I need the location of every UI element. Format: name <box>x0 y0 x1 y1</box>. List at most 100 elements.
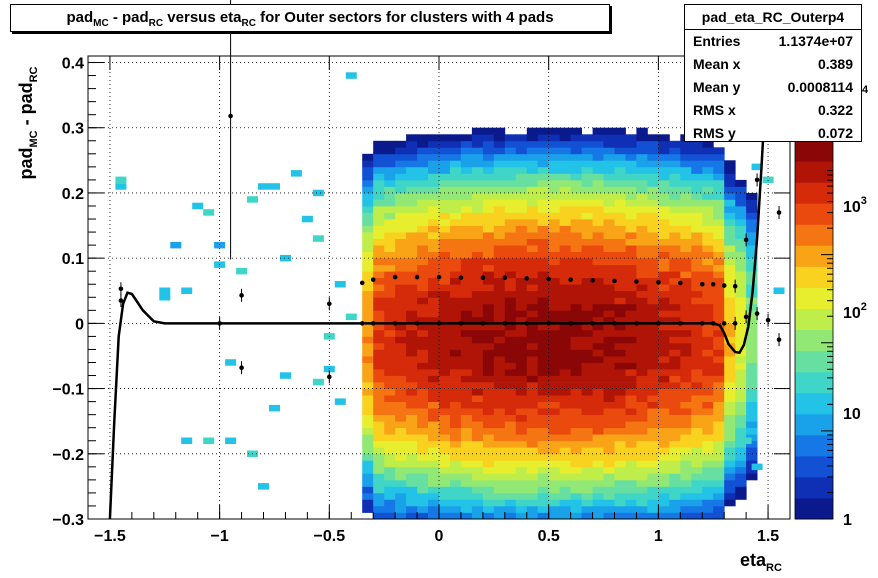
heatmap-cell <box>581 140 593 148</box>
heatmap-cell <box>559 342 572 350</box>
heatmap-cell <box>504 297 517 305</box>
heatmap-cell <box>658 440 670 448</box>
heatmap-cell <box>417 362 429 370</box>
heatmap-cell <box>504 316 517 324</box>
heatmap-cell <box>614 219 626 226</box>
heatmap-cell <box>724 212 736 220</box>
heatmap-cell <box>471 251 484 259</box>
heatmap-cell <box>636 166 648 174</box>
heatmap-cell <box>559 486 572 494</box>
heatmap-cell <box>373 271 385 279</box>
heatmap-cell <box>417 434 429 442</box>
heatmap-cell <box>592 238 604 246</box>
heatmap-cell <box>515 382 528 389</box>
heatmap-cell <box>680 219 692 226</box>
heatmap-cell <box>669 297 681 305</box>
heatmap-cell <box>504 251 517 259</box>
fit-curve <box>108 55 770 520</box>
heatmap-cell <box>647 206 659 213</box>
heatmap-cell <box>515 219 528 226</box>
heatmap-cell <box>603 238 615 246</box>
heatmap-cell <box>280 372 291 379</box>
heatmap-cell <box>581 310 593 318</box>
heatmap-cell <box>724 206 736 213</box>
heatmap-cell <box>428 499 440 507</box>
heatmap-cell <box>334 281 346 288</box>
heatmap-cell <box>504 369 517 376</box>
heatmap-cell <box>439 271 451 279</box>
heatmap-cell <box>471 356 484 363</box>
heatmap-cell <box>581 421 593 429</box>
heatmap-cell <box>680 492 692 500</box>
heatmap-cell <box>669 408 681 415</box>
heatmap-cell <box>713 512 725 520</box>
heatmap-cell <box>460 356 473 363</box>
heatmap-cell <box>362 153 374 161</box>
heatmap-cell <box>482 356 495 363</box>
heatmap-cell <box>406 414 418 422</box>
heatmap-cell <box>735 251 747 259</box>
heatmap-cell <box>691 310 703 318</box>
heatmap-cell <box>428 388 440 396</box>
heatmap-cell <box>395 486 407 494</box>
heatmap-cell <box>537 310 550 318</box>
heatmap-cell <box>450 245 462 252</box>
heatmap-cell <box>702 166 714 174</box>
heatmap-cell <box>439 388 451 396</box>
heatmap-cell <box>504 271 517 279</box>
heatmap-cell <box>482 492 495 500</box>
heatmap-cell <box>515 466 528 474</box>
heatmap-cell <box>647 153 659 161</box>
heatmap-cell <box>406 238 418 246</box>
heatmap-cell <box>570 173 582 181</box>
heatmap-cell <box>537 342 550 350</box>
heatmap-cell <box>482 408 495 415</box>
heatmap-cell <box>680 271 692 279</box>
heatmap-cell <box>482 206 495 213</box>
heatmap-cell <box>647 199 659 207</box>
heatmap-cell <box>482 336 495 344</box>
heatmap-cell <box>636 264 648 272</box>
heatmap-cell <box>548 238 561 246</box>
heatmap-cell <box>384 290 396 298</box>
heatmap-cell <box>526 147 539 155</box>
heatmap-cell <box>384 245 396 252</box>
heatmap-cell <box>537 219 550 226</box>
heatmap-cell <box>603 297 615 305</box>
heatmap-cell <box>746 245 758 252</box>
heatmap-cell <box>647 473 659 481</box>
heatmap-cell <box>460 447 473 455</box>
heatmap-cell <box>581 401 593 409</box>
heatmap-cell <box>471 225 484 233</box>
heatmap-cell <box>636 134 648 142</box>
heatmap-cell <box>428 206 440 213</box>
heatmap-cell <box>592 453 604 461</box>
heatmap-cell <box>384 277 396 285</box>
heatmap-cell <box>493 512 506 520</box>
heatmap-cell <box>258 183 269 190</box>
heatmap-cell <box>669 447 681 455</box>
heatmap-cell <box>724 388 736 396</box>
heatmap-cell <box>504 408 517 415</box>
heatmap-cell <box>406 362 418 370</box>
heatmap-cell <box>625 362 637 370</box>
y-tick-label: 0.4 <box>62 56 84 73</box>
heatmap-cell <box>735 473 747 481</box>
heatmap-cell <box>417 173 429 181</box>
heatmap-cell <box>460 238 473 246</box>
heatmap-cell <box>746 212 758 220</box>
heatmap-cell <box>537 153 550 161</box>
heatmap-cell <box>559 192 572 200</box>
heatmap-cell <box>450 512 462 520</box>
heatmap-cell <box>439 512 451 520</box>
heatmap-cell <box>450 479 462 487</box>
heatmap-cell <box>504 375 517 383</box>
heatmap-cell <box>482 369 495 376</box>
heatmap-cell <box>603 284 615 292</box>
heatmap-cell <box>515 179 528 187</box>
heatmap-cell <box>504 166 517 174</box>
heatmap-cell <box>384 492 396 500</box>
rms-profile-point <box>590 278 595 283</box>
heatmap-cell <box>691 245 703 252</box>
heatmap-cell <box>625 499 637 507</box>
